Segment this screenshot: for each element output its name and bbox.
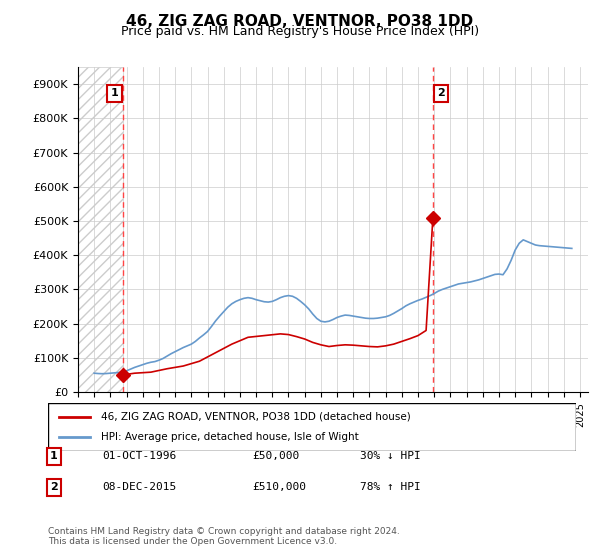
Text: 2: 2 [437, 88, 445, 98]
Text: 01-OCT-1996: 01-OCT-1996 [102, 451, 176, 461]
Text: 30% ↓ HPI: 30% ↓ HPI [360, 451, 421, 461]
Text: 46, ZIG ZAG ROAD, VENTNOR, PO38 1DD (detached house): 46, ZIG ZAG ROAD, VENTNOR, PO38 1DD (det… [101, 412, 410, 422]
FancyBboxPatch shape [48, 403, 576, 451]
Text: 78% ↑ HPI: 78% ↑ HPI [360, 482, 421, 492]
Polygon shape [78, 67, 122, 392]
Text: 1: 1 [110, 88, 118, 98]
Text: £50,000: £50,000 [252, 451, 299, 461]
Text: £510,000: £510,000 [252, 482, 306, 492]
Text: 46, ZIG ZAG ROAD, VENTNOR, PO38 1DD: 46, ZIG ZAG ROAD, VENTNOR, PO38 1DD [127, 14, 473, 29]
Text: Price paid vs. HM Land Registry's House Price Index (HPI): Price paid vs. HM Land Registry's House … [121, 25, 479, 38]
Text: HPI: Average price, detached house, Isle of Wight: HPI: Average price, detached house, Isle… [101, 432, 359, 442]
Text: 08-DEC-2015: 08-DEC-2015 [102, 482, 176, 492]
Text: 1: 1 [50, 451, 58, 461]
Text: Contains HM Land Registry data © Crown copyright and database right 2024.
This d: Contains HM Land Registry data © Crown c… [48, 526, 400, 546]
Text: 2: 2 [50, 482, 58, 492]
